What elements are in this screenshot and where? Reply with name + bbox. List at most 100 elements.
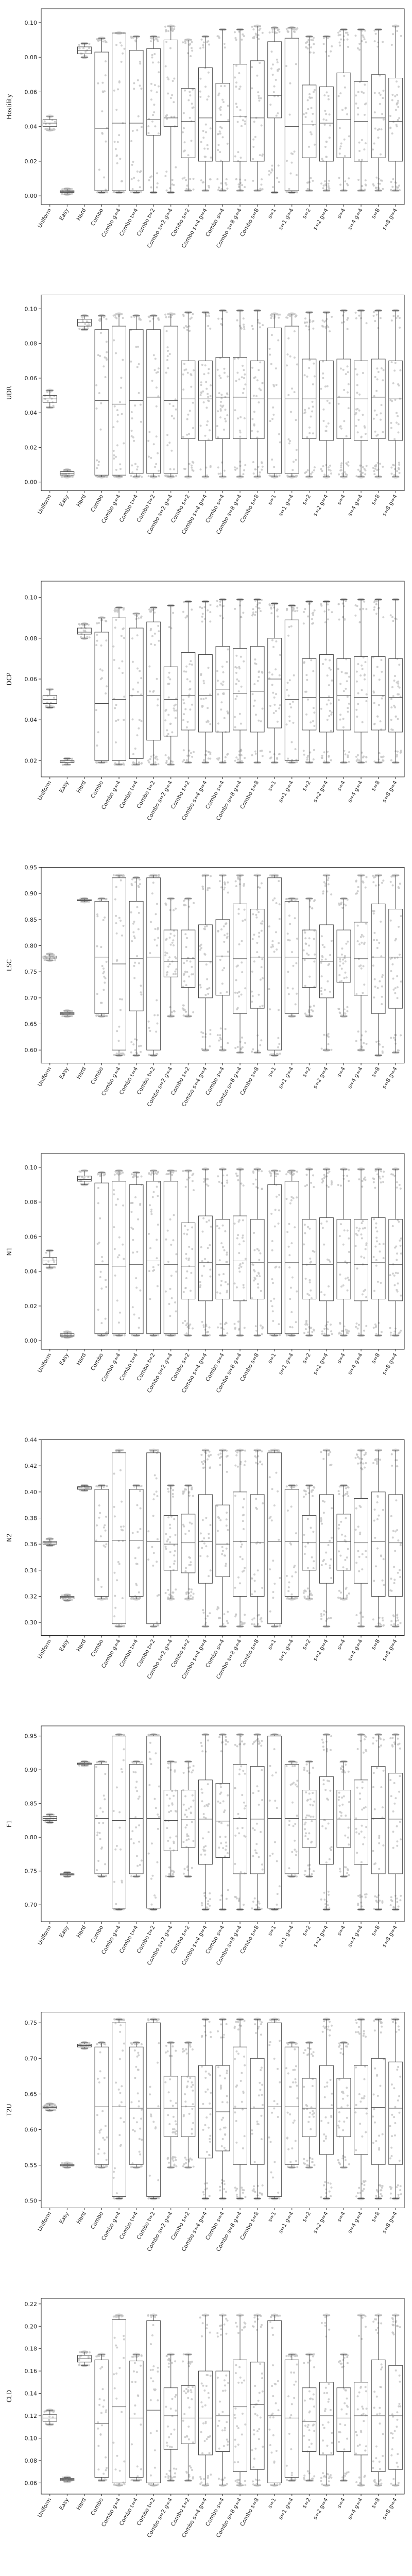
data-point [372, 881, 375, 884]
data-point [271, 418, 274, 420]
data-point [329, 668, 332, 671]
data-point [320, 935, 323, 938]
data-point [164, 175, 167, 177]
data-point [258, 38, 260, 40]
data-point [131, 471, 134, 474]
data-point [340, 1330, 343, 1332]
data-point [390, 466, 393, 469]
data-point [337, 1008, 340, 1010]
data-point [346, 113, 349, 115]
data-point [252, 461, 254, 463]
data-point [329, 954, 332, 956]
data-point [270, 334, 273, 336]
data-point [258, 993, 260, 996]
data-point [137, 179, 140, 182]
data-point [97, 731, 99, 734]
data-point [184, 1225, 186, 1227]
data-point [184, 89, 186, 92]
data-point [342, 958, 344, 961]
data-point [235, 654, 238, 657]
data-point [285, 898, 288, 901]
data-point [274, 1266, 277, 1269]
data-point [96, 744, 98, 747]
data-point [154, 761, 157, 764]
data-point [251, 693, 254, 696]
box-iqr [129, 901, 144, 1011]
box-18 [354, 873, 369, 1052]
data-point [355, 708, 358, 711]
box-iqr [371, 1217, 386, 1299]
data-point [202, 1032, 204, 1035]
data-point [191, 1248, 194, 1250]
data-point [209, 1033, 212, 1036]
data-point [275, 931, 277, 934]
data-point [207, 707, 209, 709]
data-point [113, 1193, 115, 1196]
data-point [364, 179, 367, 182]
data-point [153, 643, 156, 646]
data-point [134, 1175, 137, 1177]
data-point [255, 395, 258, 397]
data-point [243, 35, 245, 38]
data-point [149, 1204, 151, 1207]
data-point [96, 622, 98, 624]
box-iqr [233, 357, 247, 439]
data-point [97, 1187, 99, 1189]
x-tick-label: Easy [58, 494, 70, 507]
data-point [270, 612, 273, 615]
data-point [204, 1033, 207, 1036]
data-point [202, 46, 204, 49]
data-point [285, 28, 288, 30]
data-point [375, 603, 378, 605]
data-point [346, 1006, 349, 1008]
box-iqr [146, 329, 161, 474]
data-point [234, 1047, 237, 1049]
data-point [320, 603, 322, 605]
data-point [234, 991, 236, 994]
data-point [105, 1286, 108, 1288]
data-point [148, 761, 150, 764]
data-point [132, 922, 134, 925]
data-point [378, 128, 381, 130]
data-point [235, 672, 237, 674]
data-point [305, 1319, 308, 1322]
data-point [237, 185, 240, 188]
box-iqr [181, 652, 196, 731]
data-point [201, 705, 203, 708]
data-point [260, 882, 263, 885]
data-point [244, 116, 247, 118]
data-point [186, 678, 188, 681]
box-7 [163, 24, 178, 194]
data-point [357, 468, 359, 471]
data-point [276, 757, 279, 759]
data-point [277, 1037, 280, 1039]
data-point [363, 1257, 366, 1259]
data-point [236, 467, 238, 470]
data-point [288, 914, 290, 917]
data-point [258, 387, 261, 390]
data-point [362, 1220, 364, 1223]
data-point [321, 1330, 323, 1333]
data-point [242, 920, 244, 922]
data-point [234, 666, 237, 668]
data-point [98, 392, 100, 394]
data-point [140, 1175, 143, 1178]
data-point [119, 468, 122, 470]
data-point [164, 902, 167, 905]
box-12 [250, 598, 265, 765]
data-point [327, 603, 329, 606]
data-point [113, 141, 116, 143]
data-point [372, 417, 375, 420]
data-point [136, 465, 139, 468]
data-point [396, 681, 398, 684]
data-point [226, 142, 229, 145]
box-14 [284, 312, 299, 479]
data-point [373, 978, 376, 980]
data-point [344, 960, 347, 963]
data-point [235, 756, 238, 759]
data-point [310, 133, 313, 135]
data-point [118, 80, 121, 82]
data-point [324, 1325, 327, 1327]
data-point [268, 1170, 271, 1173]
data-point [238, 1328, 240, 1331]
